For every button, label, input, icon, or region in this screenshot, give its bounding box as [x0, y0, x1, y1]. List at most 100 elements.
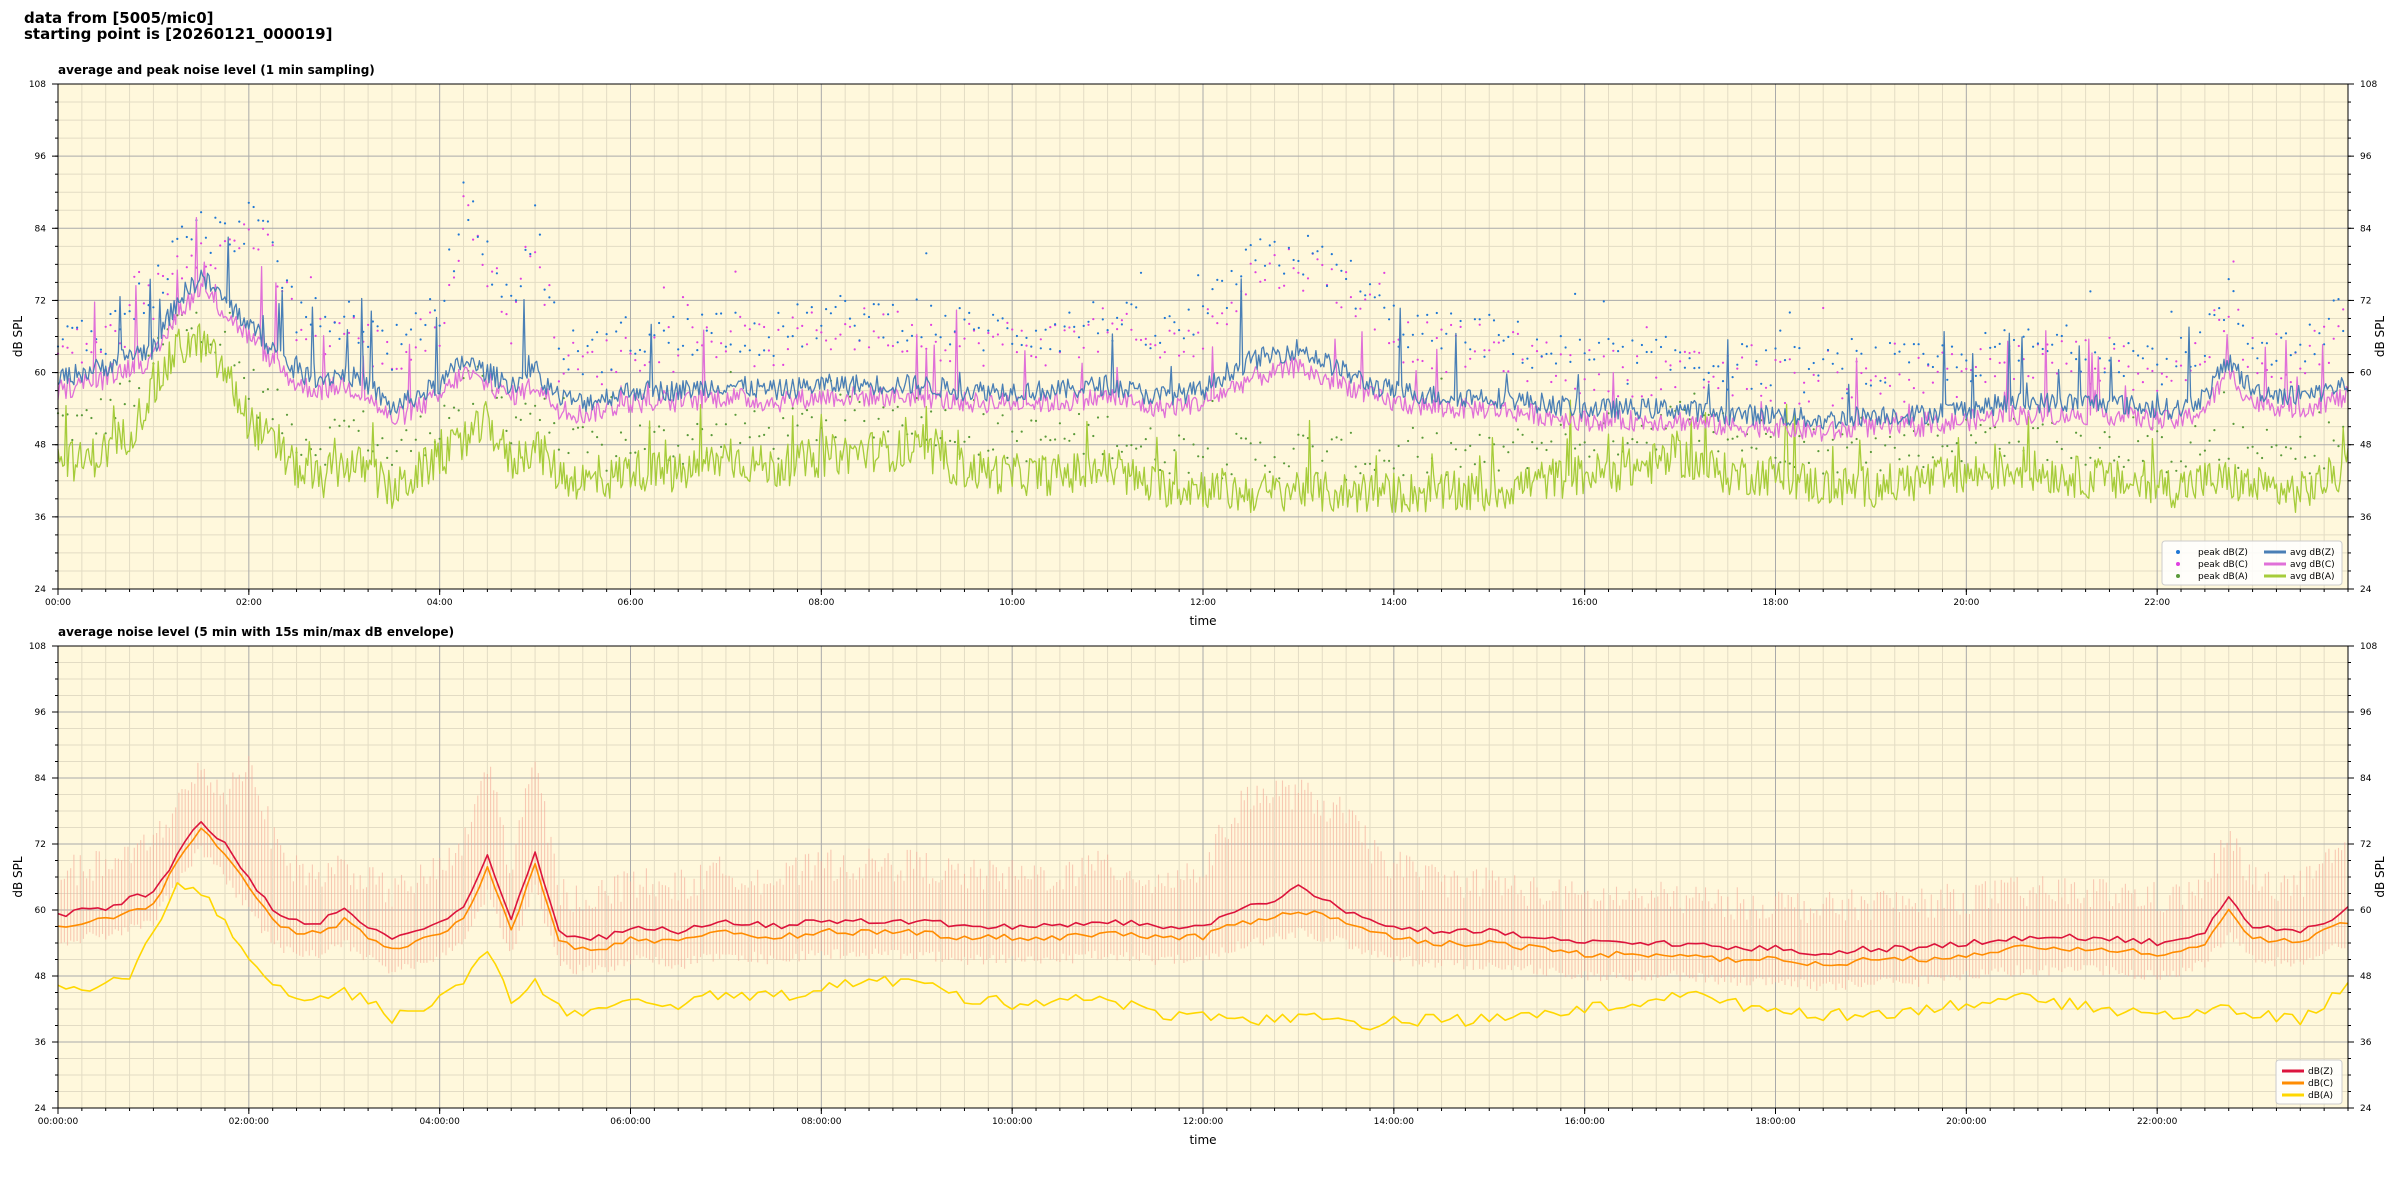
- peak-c-point: [910, 323, 914, 327]
- peak-a-point: [2046, 458, 2049, 462]
- peak-a-point: [1025, 460, 1028, 463]
- peak-z-point: [1621, 345, 1624, 348]
- peak-z-point: [1287, 246, 1290, 249]
- peak-c-point: [2194, 342, 2197, 345]
- chart1-y-tick-label: 72: [35, 296, 46, 306]
- peak-c-point: [1221, 312, 1224, 315]
- peak-z-point: [1817, 374, 1820, 377]
- peak-z-point: [2203, 354, 2206, 357]
- peak-z-point: [1793, 345, 1796, 349]
- peak-z-point: [534, 204, 537, 207]
- peak-c-point: [1721, 361, 1725, 364]
- peak-c-point: [71, 351, 74, 354]
- peak-c-point: [691, 326, 694, 329]
- chart2-y-tick-label: 24: [35, 1104, 47, 1114]
- peak-z-point: [562, 358, 565, 361]
- peak-z-point: [99, 348, 102, 351]
- peak-z-point: [1325, 284, 1329, 288]
- peak-a-point: [1101, 453, 1104, 456]
- peak-c-point: [2113, 347, 2116, 350]
- peak-z-point: [777, 311, 780, 314]
- peak-c-point: [433, 326, 436, 329]
- peak-a-point: [1302, 434, 1305, 437]
- peak-c-point: [1874, 375, 1877, 378]
- peak-a-point: [710, 434, 713, 437]
- peak-c-point: [1368, 293, 1372, 296]
- peak-z-point: [1941, 344, 1944, 347]
- peak-c-point: [1903, 400, 1906, 403]
- peak-a-point: [758, 435, 761, 438]
- peak-c-point: [1750, 344, 1753, 347]
- chart2-y-tick-label-right: 96: [2360, 708, 2372, 718]
- peak-c-point: [2060, 340, 2063, 343]
- peak-c-point: [1869, 379, 1872, 382]
- peak-c-point: [2151, 369, 2154, 373]
- peak-c-point: [171, 272, 174, 275]
- peak-a-point: [243, 376, 246, 380]
- chart2-y-axis-label: dB SPL: [11, 856, 25, 898]
- peak-z-point: [1550, 352, 1553, 355]
- peak-z-point: [276, 260, 279, 263]
- peak-c-point: [2160, 372, 2163, 375]
- peak-a-point: [1917, 454, 1920, 457]
- peak-c-point: [2141, 381, 2144, 384]
- peak-c-point: [743, 324, 747, 327]
- peak-z-point: [457, 233, 460, 236]
- peak-z-point: [529, 252, 532, 256]
- peak-c-point: [429, 311, 432, 314]
- peak-a-point: [109, 398, 112, 401]
- peak-c-point: [219, 244, 222, 247]
- peak-z-point: [2084, 358, 2087, 361]
- peak-z-point: [1841, 367, 1844, 370]
- peak-z-point: [2237, 322, 2240, 325]
- peak-a-point: [1330, 438, 1333, 441]
- peak-c-point: [309, 276, 312, 279]
- peak-a-point: [1831, 438, 1834, 441]
- peak-a-point: [1893, 446, 1896, 449]
- peak-c-point: [1068, 326, 1071, 329]
- peak-c-point: [1063, 329, 1066, 332]
- peak-a-point: [80, 414, 83, 417]
- peak-a-point: [691, 438, 694, 441]
- peak-z-point: [1011, 342, 1014, 345]
- peak-a-point: [1564, 433, 1567, 436]
- peak-a-point: [2165, 471, 2168, 474]
- peak-z-point: [949, 343, 952, 346]
- peak-a-point: [1516, 428, 1519, 431]
- peak-c-point: [1588, 349, 1591, 352]
- peak-z-point: [1464, 341, 1467, 344]
- peak-z-point: [66, 325, 69, 328]
- peak-c-point: [1955, 395, 1958, 399]
- peak-z-point: [1946, 378, 1949, 381]
- peak-c-point: [1445, 370, 1448, 374]
- chart2-legend-label: dB(C): [2308, 1079, 2333, 1089]
- peak-a-point: [1111, 457, 1114, 460]
- peak-z-point: [2265, 342, 2268, 345]
- chart1-legend-label: avg dB(Z): [2290, 548, 2335, 558]
- peak-z-point: [1058, 350, 1061, 353]
- peak-z-point: [825, 308, 828, 311]
- peak-z-point: [76, 326, 79, 329]
- peak-z-point: [1922, 352, 1925, 355]
- peak-z-point: [2036, 342, 2039, 345]
- peak-z-point: [1655, 338, 1658, 341]
- peak-z-point: [1230, 269, 1233, 273]
- peak-c-point: [2261, 362, 2264, 365]
- peak-c-point: [562, 372, 565, 375]
- peak-c-point: [1836, 371, 1839, 374]
- peak-z-point: [600, 371, 604, 374]
- peak-z-point: [2227, 278, 2230, 281]
- peak-z-point: [1492, 319, 1496, 322]
- peak-c-point: [1850, 396, 1853, 399]
- peak-a-point: [1254, 458, 1257, 461]
- peak-z-point: [1574, 292, 1577, 295]
- peak-a-point: [1826, 449, 1830, 452]
- peak-c-point: [1259, 280, 1262, 283]
- peak-c-point: [2032, 376, 2035, 379]
- chart1-y-tick-label: 108: [29, 80, 46, 90]
- peak-z-point: [1855, 349, 1858, 352]
- chart-top-avg-peak: average and peak noise level (1 min samp…: [11, 63, 2387, 628]
- chart2-y-tick-label-right: 72: [2360, 840, 2371, 850]
- peak-z-point: [1349, 259, 1352, 262]
- peak-c-point: [1044, 364, 1047, 367]
